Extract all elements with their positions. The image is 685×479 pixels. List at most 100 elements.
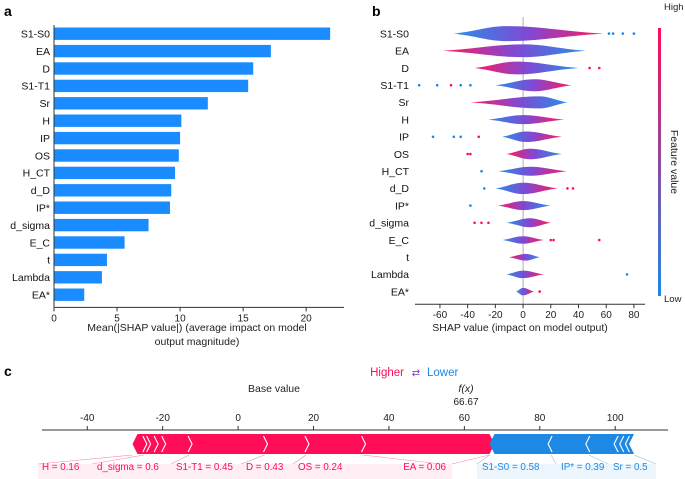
bar-label: D: [42, 63, 50, 75]
bar-label: Lambda: [12, 272, 50, 284]
xtick-label: 15: [238, 313, 250, 324]
force-connector: [292, 454, 307, 465]
outlier-point: [482, 187, 486, 190]
chevron-left-icon: [619, 435, 625, 453]
bar-label: Sr: [40, 98, 51, 110]
bar-label: H: [42, 116, 50, 128]
outlier-point: [597, 66, 601, 70]
violin-d: [474, 61, 579, 75]
bar-ip-: [54, 201, 170, 214]
violin-label: IP*: [395, 200, 409, 212]
panel-b-xlabel: SHAP value (impact on model output): [432, 322, 607, 334]
colorbar: [658, 28, 661, 296]
violin-label: S1-T1: [380, 80, 409, 92]
force-feature-label: S1-S0 = 0.58: [482, 462, 540, 473]
violin-ip-: [498, 201, 551, 211]
violin-s1-s0: [453, 26, 604, 42]
violin-e-c: [502, 236, 544, 244]
violin-label: H: [401, 114, 409, 126]
xtick-label: 0: [51, 313, 57, 324]
force-feature-label: S1-T1 = 0.45: [176, 462, 233, 473]
panel-letter-a: a: [4, 3, 12, 19]
outlier-point: [480, 221, 483, 225]
outlier-point: [621, 32, 625, 35]
legend-lower: Lower: [427, 367, 458, 379]
violin-label: t: [406, 252, 409, 264]
bar-label: E_C: [30, 237, 51, 249]
xtick-label: 40: [383, 413, 395, 424]
violin-h: [488, 115, 565, 125]
chevron-right-icon: [142, 435, 148, 453]
chevron-right-icon: [304, 435, 310, 453]
force-red-shade: [38, 464, 452, 479]
outlier-point: [552, 238, 555, 242]
xtick-label: 60: [459, 413, 471, 424]
chevron-left-icon: [613, 435, 619, 453]
xtick-label: 10: [175, 313, 187, 324]
violin-s1-t1: [495, 79, 572, 92]
force-connector: [588, 454, 609, 465]
bar-s1-s0: [54, 27, 331, 40]
force-connector: [362, 454, 442, 465]
force-connector: [476, 454, 490, 465]
bar-e-c: [54, 236, 125, 249]
fx-label: f(x): [458, 383, 473, 395]
force-feature-label: EA = 0.06: [403, 462, 446, 473]
violin-t: [509, 253, 540, 261]
xtick-label: -40: [80, 413, 95, 424]
violin-d-d: [495, 182, 558, 195]
outlier-point: [477, 135, 481, 139]
force-feature-label: d_sigma = 0.6: [97, 462, 159, 473]
bar-label: OS: [35, 150, 50, 162]
xtick-label: 0: [520, 310, 526, 321]
force-blue-bar: [489, 434, 635, 454]
bar-lambda: [54, 271, 102, 284]
violin-label: Lambda: [371, 269, 409, 281]
outlier-point: [480, 169, 483, 173]
panel-a-xlabel-line1: Mean(|SHAP value|) (average impact on mo…: [87, 322, 306, 334]
outlier-point: [588, 66, 591, 70]
colorbar-high-label: High: [664, 2, 684, 13]
chevron-right-icon: [361, 435, 367, 453]
violin-sr: [470, 96, 568, 109]
bar-label: S1-T1: [21, 81, 50, 93]
xtick-label: 20: [308, 413, 320, 424]
violin-ip: [502, 131, 562, 143]
outlier-point: [571, 187, 575, 190]
outlier-point: [487, 221, 490, 225]
bar-label: EA: [36, 46, 50, 58]
force-feature-label: OS = 0.24: [298, 462, 343, 473]
panel-letter-b: b: [372, 3, 381, 19]
chevron-left-icon: [624, 435, 630, 453]
bar-label: EA*: [32, 290, 50, 302]
outlier-point: [625, 273, 629, 276]
xtick-label: 80: [628, 310, 640, 321]
bar-label: H_CT: [23, 168, 51, 180]
violin-label: EA: [395, 46, 409, 58]
chevron-right-icon: [263, 435, 269, 453]
outlier-point: [452, 135, 456, 139]
bar-d-d: [54, 184, 172, 197]
chevron-right-icon: [146, 435, 152, 453]
outlier-point: [549, 238, 553, 242]
bar-sr: [54, 97, 208, 110]
panel-letter-c: c: [4, 363, 12, 379]
outlier-point: [466, 152, 469, 156]
chevron-right-icon: [161, 435, 167, 453]
force-feature-label: Sr = 0.5: [613, 462, 648, 473]
chevron-left-icon: [585, 435, 591, 453]
violin-d-sigma: [506, 218, 551, 228]
force-connector: [633, 454, 657, 465]
xtick-label: 100: [607, 413, 624, 424]
outlier-point: [431, 135, 435, 139]
colorbar-low-label: Low: [664, 294, 682, 305]
xtick-label: -40: [460, 310, 475, 321]
force-red-bar: [132, 434, 495, 454]
xtick-label: -20: [155, 413, 170, 424]
bar-ea: [54, 44, 271, 58]
violin-label: D: [401, 63, 409, 75]
chevron-left-icon: [547, 435, 553, 453]
violin-label: IP: [399, 132, 409, 144]
bar-s1-t1: [54, 79, 249, 93]
